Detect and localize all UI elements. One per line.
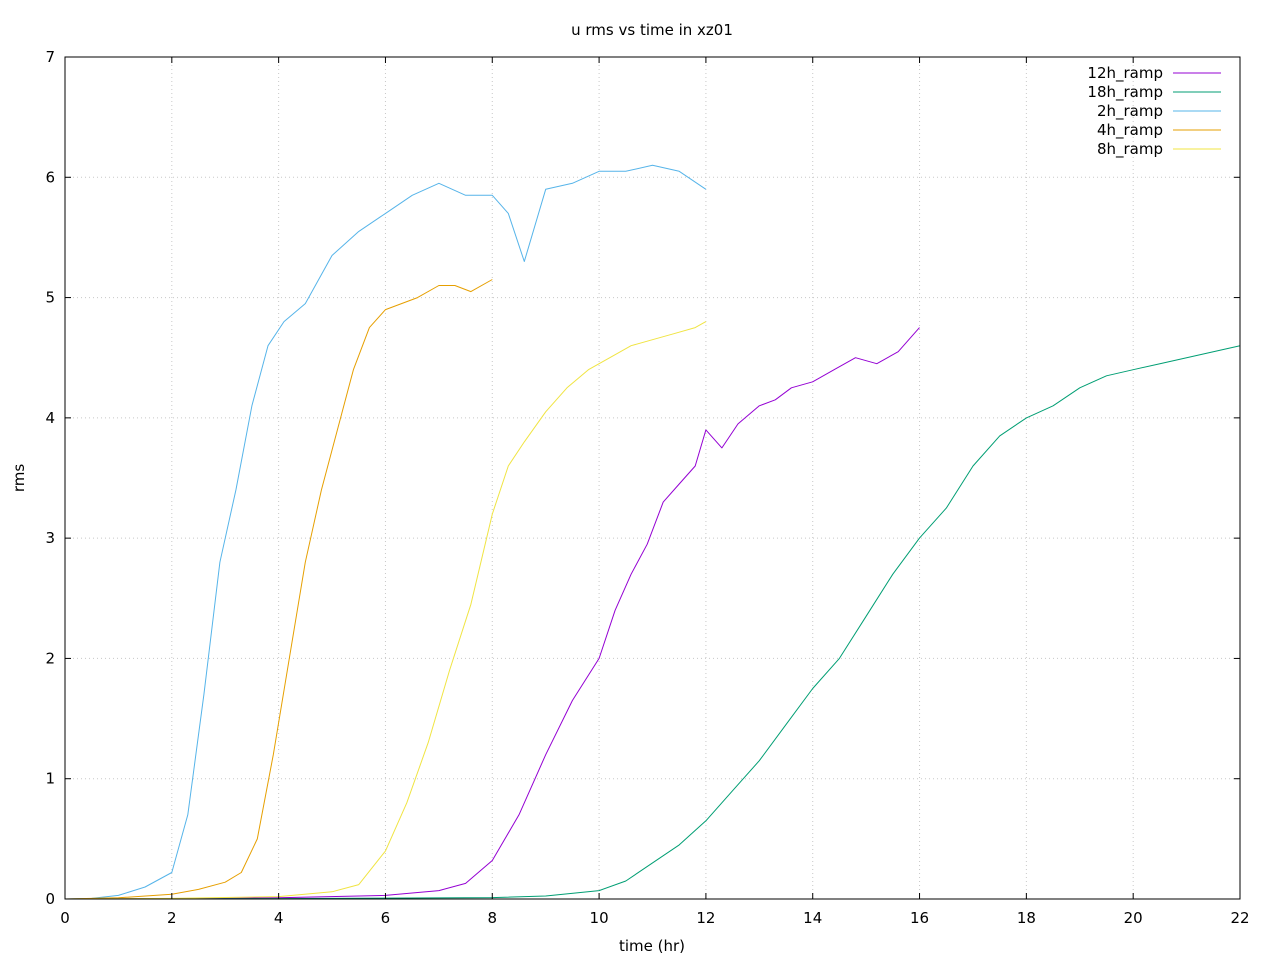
series-line-8h-ramp [64, 321, 707, 900]
y-tick-label: 7 [45, 48, 55, 66]
series-line-12h-ramp [64, 327, 920, 900]
x-tick-label: 8 [487, 909, 497, 927]
x-tick-label: 2 [167, 909, 177, 927]
legend-label: 8h_ramp [1097, 140, 1163, 159]
y-tick-label: 5 [45, 289, 55, 307]
y-tick-label: 2 [45, 649, 55, 667]
x-tick-label: 6 [381, 909, 391, 927]
legend-label: 12h_ramp [1087, 64, 1163, 83]
series-line-4h-ramp [64, 279, 493, 900]
x-tick-label: 18 [1017, 909, 1036, 927]
x-tick-label: 22 [1230, 909, 1249, 927]
y-tick-label: 3 [45, 529, 55, 547]
x-tick-label: 10 [590, 909, 609, 927]
x-tick-label: 16 [910, 909, 929, 927]
y-axis-label: rms [10, 464, 28, 493]
legend-label: 18h_ramp [1087, 83, 1163, 102]
y-tick-label: 6 [45, 168, 55, 186]
y-tick-label: 1 [45, 770, 55, 788]
chart-title: u rms vs time in xz01 [571, 21, 733, 39]
x-tick-label: 14 [803, 909, 822, 927]
x-axis-label: time (hr) [619, 937, 685, 955]
legend-label: 2h_ramp [1097, 102, 1163, 121]
x-tick-label: 0 [60, 909, 70, 927]
series-line-18h-ramp [64, 345, 1241, 900]
grid-layer [65, 57, 1240, 899]
x-tick-label: 4 [274, 909, 284, 927]
x-tick-label: 20 [1124, 909, 1143, 927]
x-tick-label: 12 [696, 909, 715, 927]
series-line-2h-ramp [64, 164, 707, 900]
plot-frame [64, 56, 1241, 900]
series-layer [64, 164, 1241, 900]
legend-label: 4h_ramp [1097, 121, 1163, 140]
y-tick-label: 4 [45, 409, 55, 427]
y-tick-label: 0 [45, 890, 55, 908]
